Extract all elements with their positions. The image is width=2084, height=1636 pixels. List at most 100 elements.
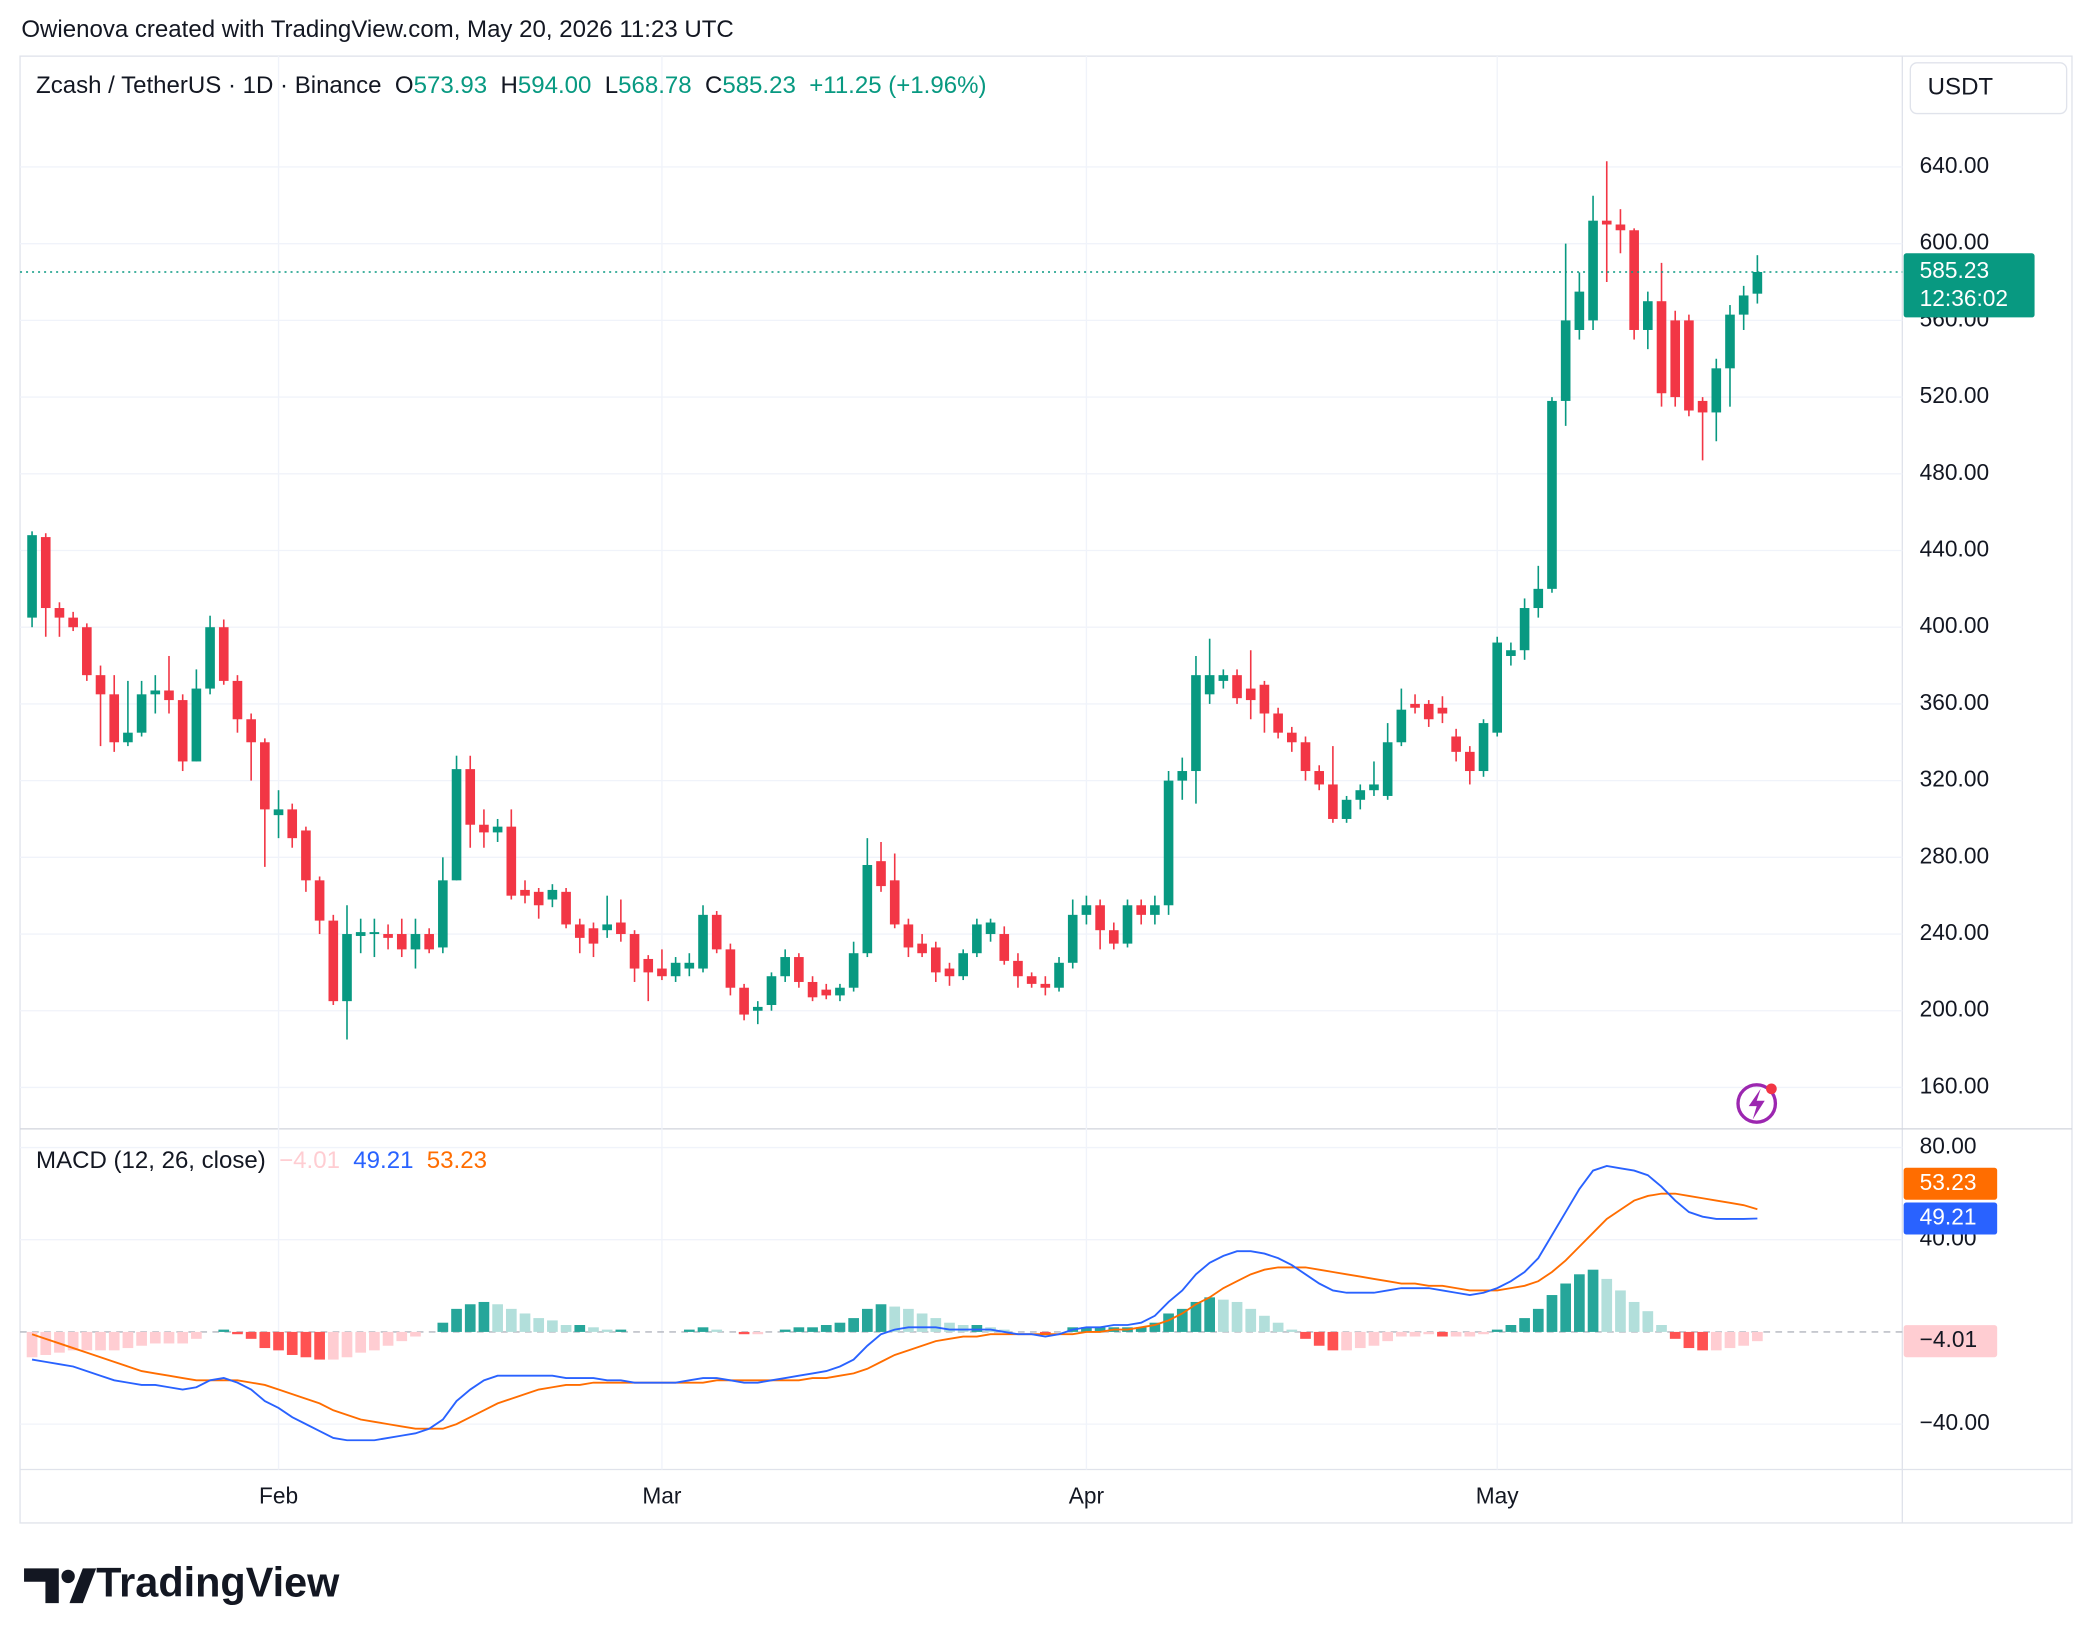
candle — [1547, 397, 1557, 593]
currency[interactable]: USDT — [1928, 74, 1994, 101]
candle-body — [1670, 320, 1681, 398]
x-tick-label: Feb — [259, 1483, 298, 1509]
candle — [903, 918, 914, 958]
histogram-bar — [300, 1331, 312, 1358]
candle — [355, 918, 366, 954]
candle — [177, 694, 188, 772]
candle — [396, 918, 407, 958]
histogram-bar — [1272, 1322, 1284, 1332]
candle-body — [985, 922, 996, 935]
candle — [506, 809, 517, 900]
candle — [547, 884, 558, 908]
candle-body — [1369, 784, 1379, 791]
candle-body — [1410, 703, 1420, 708]
candle — [1177, 757, 1188, 800]
candle — [1684, 314, 1694, 417]
x-tick-label: Mar — [642, 1483, 682, 1509]
price-badge-label: 585.23 — [1920, 257, 1989, 283]
histogram-bar — [327, 1331, 339, 1360]
alert-icon — [1736, 1083, 1778, 1124]
candle-body — [670, 962, 681, 977]
brand: TradingView — [96, 1560, 340, 1606]
histogram-bar — [834, 1322, 846, 1332]
candle-body — [1341, 799, 1352, 819]
currency-button[interactable] — [1909, 62, 2068, 115]
candle — [1437, 696, 1448, 724]
candle-body — [1684, 320, 1694, 411]
candle — [1067, 899, 1078, 969]
histogram-bar — [163, 1331, 175, 1344]
histogram-bar — [889, 1306, 901, 1332]
candle-body — [355, 932, 366, 936]
candle — [1725, 305, 1735, 407]
histogram-bar — [588, 1327, 599, 1332]
macd-badge — [1903, 1202, 1998, 1235]
candle-body — [1752, 272, 1763, 294]
histogram-bar — [505, 1308, 517, 1332]
candle — [944, 962, 955, 986]
candle-body — [1574, 291, 1585, 330]
candle-body — [616, 922, 626, 935]
candle — [1738, 285, 1749, 330]
y-tick-label: 400.00 — [1920, 612, 1989, 638]
candle-body — [561, 891, 571, 925]
candle — [561, 888, 571, 929]
histogram-bar — [492, 1304, 503, 1332]
candle-body — [780, 957, 790, 977]
candle-body — [1191, 675, 1201, 772]
histogram-bar — [1423, 1331, 1435, 1335]
candle — [1095, 899, 1105, 950]
candle-body — [1013, 960, 1023, 977]
candle — [479, 809, 489, 848]
candle-body — [164, 690, 174, 701]
candle-body — [1136, 905, 1146, 915]
candle — [739, 983, 749, 1021]
signal-legend-value: 53.23 — [427, 1148, 487, 1175]
candle-body — [396, 934, 407, 950]
candle — [1287, 726, 1297, 752]
candle-body — [1615, 224, 1626, 231]
histogram-bar — [560, 1325, 572, 1332]
y-tick-label: 440.00 — [1920, 536, 1989, 562]
histogram-badge-label: −4.01 — [1920, 1326, 1977, 1352]
candle — [1656, 262, 1667, 407]
candle-body — [479, 824, 489, 833]
histogram-bar — [1560, 1283, 1572, 1332]
candle-body — [1245, 688, 1256, 701]
candle-body — [424, 934, 434, 950]
candle-body — [1506, 650, 1516, 656]
histogram-bar — [464, 1304, 476, 1332]
candle — [191, 669, 202, 762]
candle — [232, 675, 243, 733]
y-tick-label: 640.00 — [1920, 152, 1989, 178]
y-tick-label: 480.00 — [1920, 459, 1989, 485]
candle-body — [1108, 930, 1119, 944]
histogram-bar — [1176, 1308, 1188, 1332]
candle — [465, 755, 476, 848]
candle — [1533, 565, 1544, 618]
histogram-bar — [1094, 1327, 1106, 1332]
histogram-bar — [1450, 1331, 1462, 1337]
candle — [1136, 899, 1146, 925]
histogram-bar — [1081, 1327, 1092, 1332]
histogram-bar — [1313, 1331, 1325, 1346]
candle — [1300, 736, 1311, 781]
candle-body — [1601, 220, 1612, 225]
histogram-bar — [478, 1301, 490, 1332]
histogram-bar — [1724, 1331, 1736, 1349]
candle — [369, 918, 380, 958]
candle-body — [301, 830, 311, 881]
brand-logo — [24, 1568, 97, 1604]
candle-body — [1177, 771, 1188, 781]
candle — [807, 976, 818, 1002]
candle — [1369, 761, 1379, 796]
ohlc-key: L — [605, 72, 618, 99]
candle — [684, 953, 695, 977]
candle — [1643, 291, 1653, 350]
candle-body — [191, 688, 202, 762]
candle — [862, 838, 873, 958]
histogram-bar — [1327, 1331, 1339, 1351]
candle-body — [1150, 905, 1160, 915]
histogram-bar — [1149, 1322, 1161, 1332]
histogram-bar — [861, 1308, 873, 1332]
